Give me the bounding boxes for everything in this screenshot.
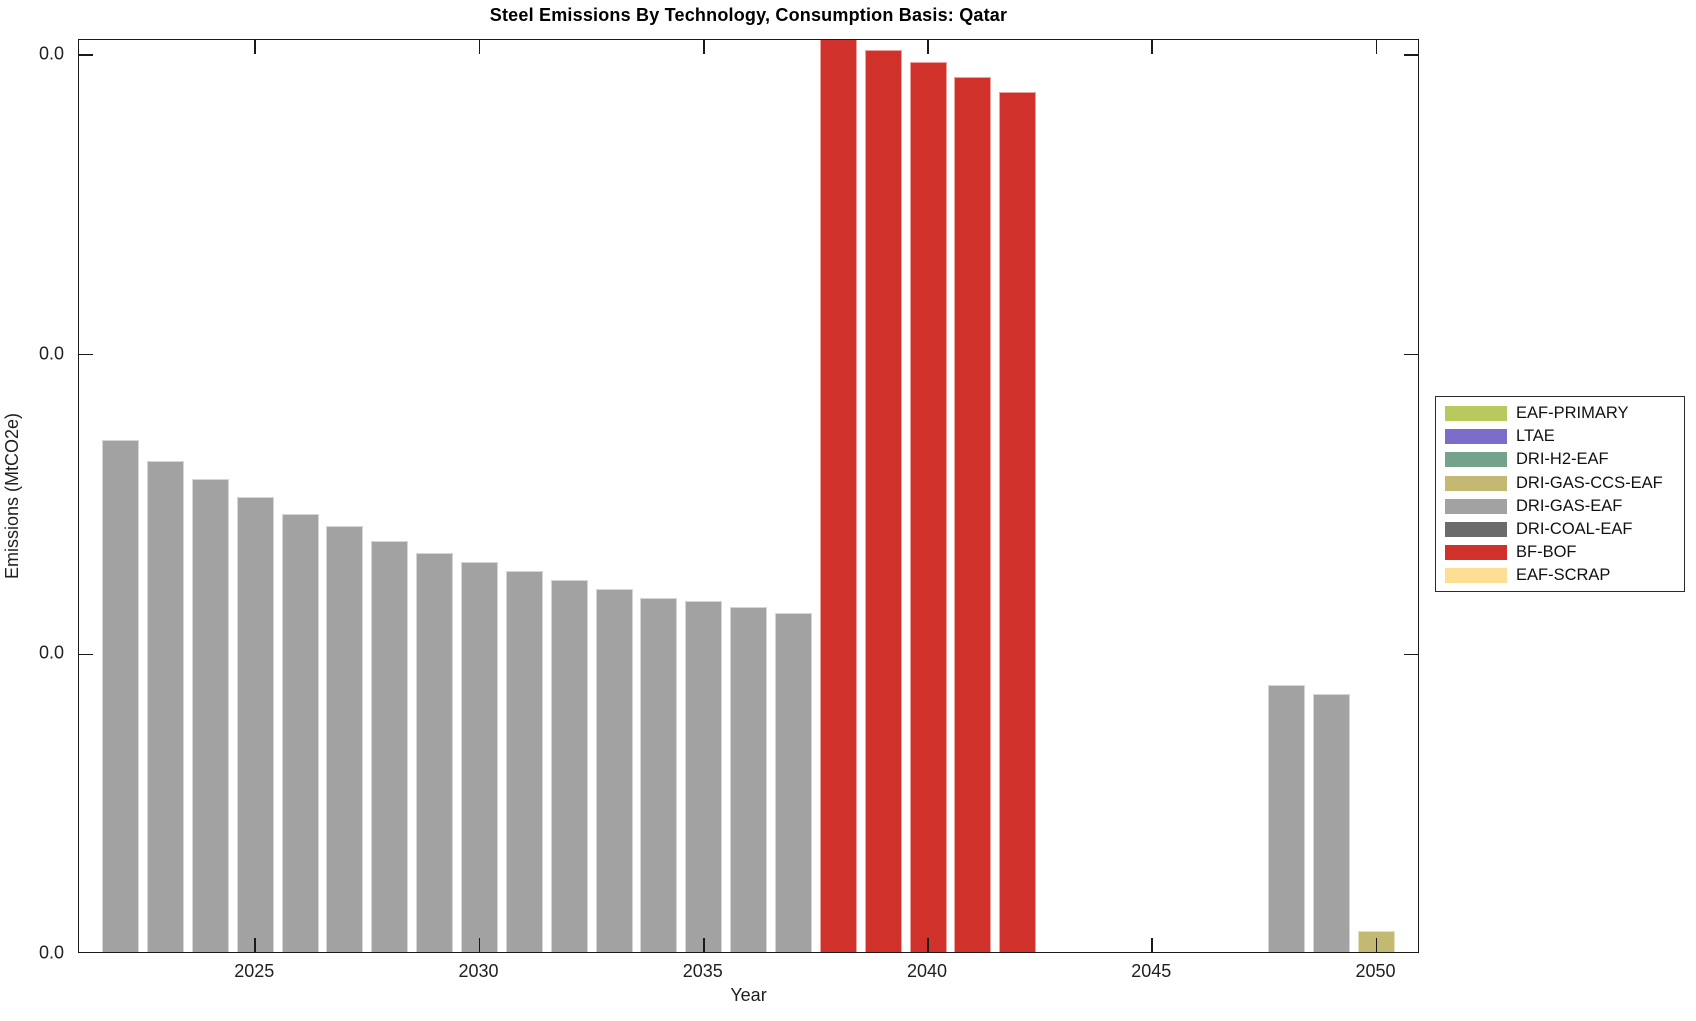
- bar-2031-dri-gas-eaf: [505, 571, 543, 952]
- x-tick-label-2025: 2025: [234, 961, 275, 981]
- x-tick-top-2035: [702, 40, 705, 54]
- bar-2029-dri-gas-eaf: [416, 553, 454, 952]
- legend-label: LTAE: [1516, 427, 1555, 446]
- x-tick-bottom-2025: [254, 938, 257, 952]
- bar-2033-dri-gas-eaf: [595, 589, 633, 952]
- bar-2036-dri-gas-eaf: [730, 607, 768, 952]
- legend-swatch-dri-gas-ccs-eaf: [1445, 475, 1507, 491]
- legend-label: EAF-PRIMARY: [1516, 404, 1629, 423]
- x-tick-top-2045: [1151, 40, 1154, 54]
- y-tick-right-2: [1404, 353, 1418, 356]
- legend-swatch-eaf-primary: [1445, 406, 1507, 422]
- legend-item-eaf-primary: EAF-PRIMARY: [1436, 402, 1684, 425]
- legend-swatch-dri-gas-eaf: [1445, 498, 1507, 514]
- x-tick-bottom-2040: [927, 938, 929, 952]
- legend-swatch-ltae: [1445, 429, 1507, 445]
- y-tick-label-3: 0.0: [38, 43, 64, 64]
- chart-title: Steel Emissions By Technology, Consumpti…: [489, 5, 1008, 25]
- bar-2027-dri-gas-eaf: [326, 526, 364, 952]
- legend-item-eaf-scrap: EAF-SCRAP: [1436, 564, 1684, 587]
- y-tick-left-1: [79, 653, 93, 656]
- bar-2041-bf-bof: [954, 76, 992, 952]
- x-tick-bottom-2035: [702, 938, 705, 952]
- legend-label: DRI-GAS-CCS-EAF: [1516, 473, 1663, 492]
- bar-2039-bf-bof: [864, 50, 902, 952]
- x-tick-label-2050: 2050: [1355, 961, 1396, 981]
- y-tick-right-3: [1404, 54, 1418, 56]
- bar-2049-dri-gas-eaf: [1313, 694, 1351, 952]
- bar-2025-dri-gas-eaf: [236, 496, 274, 952]
- x-axis-label: Year: [730, 985, 767, 1005]
- bar-2042-bf-bof: [999, 91, 1037, 952]
- plot-area: [78, 39, 1419, 953]
- legend-box: EAF-PRIMARY LTAE DRI-H2-EAF DRI-GAS-CCS-EAF…: [1435, 396, 1685, 592]
- bar-2034-dri-gas-eaf: [640, 598, 678, 952]
- legend-item-dri-coal-eaf: DRI-COAL-EAF: [1436, 518, 1684, 541]
- x-tick-top-2050: [1375, 40, 1378, 54]
- bar-2028-dri-gas-eaf: [371, 541, 409, 952]
- bar-2048-dri-gas-eaf: [1268, 685, 1306, 952]
- bar-2040-bf-bof: [909, 61, 947, 952]
- bar-2032-dri-gas-eaf: [550, 580, 588, 952]
- legend-label: BF-BOF: [1516, 543, 1577, 562]
- x-tick-top-2040: [927, 40, 929, 54]
- bar-2023-dri-gas-eaf: [147, 460, 185, 952]
- x-tick-top-2025: [254, 40, 257, 54]
- bar-2022-dri-gas-eaf: [102, 439, 140, 952]
- x-tick-top-2030: [478, 40, 481, 54]
- legend-label: DRI-GAS-EAF: [1516, 496, 1623, 515]
- y-tick-left-2: [79, 353, 93, 356]
- legend-item-bf-bof: BF-BOF: [1436, 541, 1684, 564]
- legend-label: EAF-SCRAP: [1516, 566, 1611, 585]
- x-tick-bottom-2030: [478, 938, 481, 952]
- bar-2026-dri-gas-eaf: [281, 514, 319, 952]
- legend-label: DRI-H2-EAF: [1516, 450, 1609, 469]
- bar-2038-bf-bof: [819, 40, 857, 952]
- x-tick-label-2035: 2035: [682, 961, 723, 981]
- legend-item-ltae: LTAE: [1436, 425, 1684, 448]
- y-tick-left-3: [79, 54, 93, 56]
- x-tick-label-2045: 2045: [1131, 961, 1172, 981]
- legend-item-dri-gas-eaf: DRI-GAS-EAF: [1436, 495, 1684, 518]
- y-tick-label-0: 0.0: [38, 942, 64, 963]
- legend-swatch-eaf-scrap: [1445, 568, 1507, 584]
- bar-2024-dri-gas-eaf: [191, 478, 229, 952]
- legend-swatch-dri-coal-eaf: [1445, 522, 1507, 538]
- x-tick-bottom-2050: [1375, 938, 1378, 952]
- bar-2037-dri-gas-eaf: [774, 613, 812, 952]
- bar-2030-dri-gas-eaf: [461, 562, 498, 952]
- y-axis-label: Emissions (MtCO2e): [2, 412, 22, 580]
- bar-2035-dri-gas-eaf: [685, 601, 723, 952]
- legend-swatch-bf-bof: [1445, 545, 1507, 561]
- x-tick-label-2030: 2030: [458, 961, 499, 981]
- legend-item-dri-h2-eaf: DRI-H2-EAF: [1436, 448, 1684, 471]
- legend-label: DRI-COAL-EAF: [1516, 520, 1633, 539]
- legend-swatch-dri-h2-eaf: [1445, 452, 1507, 468]
- legend-item-dri-gas-ccs-eaf: DRI-GAS-CCS-EAF: [1436, 472, 1684, 495]
- y-tick-right-1: [1404, 653, 1418, 656]
- x-tick-bottom-2045: [1151, 938, 1154, 952]
- x-tick-label-2040: 2040: [906, 961, 948, 981]
